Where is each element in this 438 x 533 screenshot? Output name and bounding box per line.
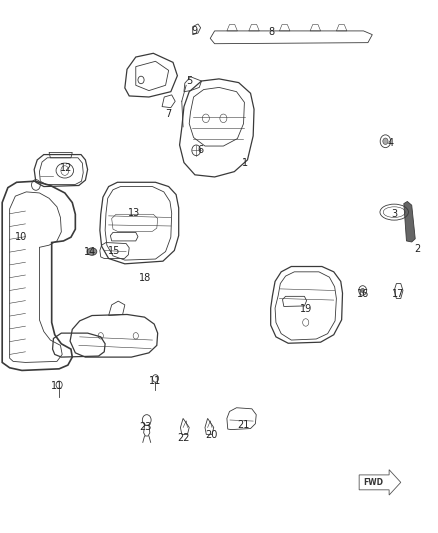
Text: 22: 22	[177, 433, 189, 443]
Text: 5: 5	[186, 76, 192, 86]
Text: 6: 6	[198, 146, 204, 155]
Text: 2: 2	[414, 245, 420, 254]
Text: 18: 18	[139, 273, 152, 283]
Text: 14: 14	[84, 247, 96, 256]
Text: 11: 11	[51, 382, 63, 391]
Text: 21: 21	[237, 420, 249, 430]
Circle shape	[361, 288, 364, 293]
Text: 9: 9	[192, 26, 198, 36]
Text: 12: 12	[60, 163, 72, 173]
Text: 10: 10	[15, 232, 27, 242]
Circle shape	[383, 138, 388, 144]
Text: 17: 17	[392, 289, 405, 299]
Text: 19: 19	[300, 304, 312, 314]
Ellipse shape	[87, 248, 97, 255]
Text: 1: 1	[242, 158, 248, 167]
Text: 20: 20	[205, 431, 217, 440]
Text: 15: 15	[108, 246, 120, 255]
Text: 23: 23	[139, 423, 152, 432]
Text: 8: 8	[268, 27, 275, 37]
Text: 7: 7	[166, 109, 172, 119]
Text: 13: 13	[127, 208, 140, 218]
Text: 3: 3	[391, 209, 397, 219]
Polygon shape	[404, 201, 415, 242]
Text: 16: 16	[357, 289, 369, 299]
Text: 11: 11	[149, 376, 162, 386]
Text: FWD: FWD	[363, 478, 383, 487]
Text: 4: 4	[388, 138, 394, 148]
